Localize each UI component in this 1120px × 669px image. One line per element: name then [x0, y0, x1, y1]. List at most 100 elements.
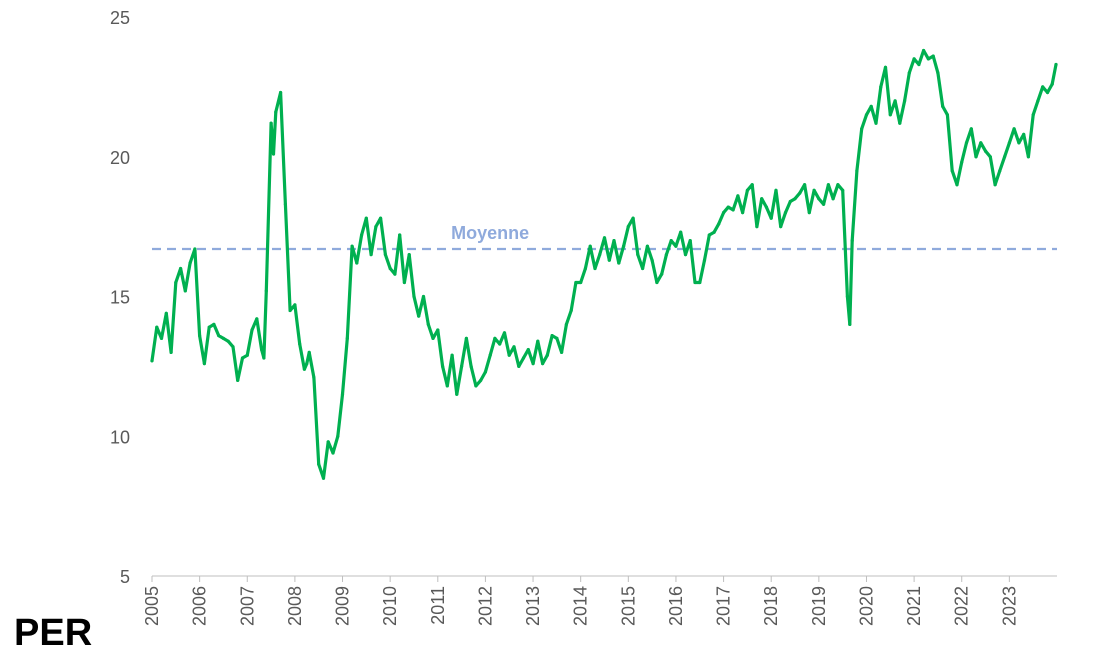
per-data-point	[441, 364, 445, 368]
x-tick-label: 2008	[285, 586, 305, 626]
y-tick-label: 15	[110, 288, 130, 308]
per-data-point	[612, 239, 616, 243]
per-data-point	[293, 303, 297, 307]
per-data-point	[760, 197, 764, 201]
per-data-point	[1017, 141, 1021, 145]
per-data-point	[479, 378, 483, 382]
per-data-point	[262, 356, 266, 360]
per-data-point	[417, 314, 421, 318]
per-data-point	[569, 308, 573, 313]
per-data-point	[841, 188, 845, 192]
per-data-point	[279, 90, 283, 95]
per-data-point	[955, 183, 959, 187]
per-data-point	[526, 348, 530, 352]
per-data-point	[271, 152, 276, 156]
per-data-point	[860, 127, 864, 131]
per-data-point	[402, 280, 406, 285]
per-data-point	[831, 197, 835, 201]
per-data-point	[926, 57, 931, 61]
per-data-point	[788, 199, 792, 204]
per-data-point	[731, 208, 735, 212]
per-data-point	[436, 328, 440, 332]
x-tick-label: 2016	[666, 586, 686, 626]
per-data-point	[421, 294, 426, 299]
per-data-point	[483, 370, 487, 374]
per-data-point	[864, 113, 869, 117]
per-data-point	[474, 384, 478, 388]
per-data-point	[317, 462, 321, 466]
per-data-point	[340, 392, 345, 396]
per-data-point	[883, 65, 888, 69]
per-data-point	[664, 253, 669, 257]
x-tick-label: 2006	[190, 586, 210, 626]
per-data-point	[193, 247, 197, 251]
per-data-point	[305, 362, 309, 366]
x-tick-label: 2019	[809, 586, 829, 626]
per-data-point	[722, 211, 726, 215]
per-data-point	[855, 169, 859, 173]
per-data-point	[707, 233, 711, 237]
per-data-point	[493, 336, 497, 340]
per-data-point	[693, 280, 697, 285]
x-tick-label: 2022	[952, 586, 972, 626]
per-data-point	[321, 476, 326, 480]
per-data-point	[655, 280, 659, 285]
per-data-point	[645, 244, 650, 248]
x-tick-label: 2014	[571, 586, 591, 626]
per-data-point	[1036, 99, 1040, 103]
y-tick-label: 25	[110, 8, 130, 28]
y-tick-label: 5	[120, 567, 130, 587]
per-data-point	[936, 71, 940, 75]
per-data-point	[848, 322, 852, 326]
per-data-point	[460, 364, 464, 368]
per-data-point	[779, 225, 783, 229]
per-data-point	[502, 331, 507, 335]
per-data-point	[907, 71, 911, 75]
per-data-point	[755, 225, 759, 229]
per-data-point	[212, 322, 216, 326]
per-data-point	[945, 113, 950, 117]
per-data-point	[1045, 90, 1050, 95]
per-data-point	[164, 311, 168, 315]
per-data-point	[1012, 127, 1016, 131]
per-data-point	[960, 160, 964, 164]
per-data-point	[198, 334, 202, 338]
per-data-point	[602, 236, 607, 240]
per-data-point	[550, 334, 554, 338]
per-series-points	[150, 48, 1058, 480]
x-tick-label: 2005	[142, 586, 162, 626]
per-data-point	[298, 342, 302, 346]
per-data-point	[822, 202, 826, 206]
per-data-point	[650, 258, 654, 262]
per-data-point	[326, 440, 330, 444]
per-data-point	[888, 113, 892, 117]
per-data-point	[536, 339, 540, 343]
per-data-point	[250, 328, 254, 332]
per-data-point	[683, 253, 688, 257]
per-data-point	[183, 289, 187, 293]
per-data-point	[521, 356, 526, 360]
per-data-point	[355, 261, 359, 265]
per-data-point	[388, 266, 392, 271]
per-data-point	[374, 225, 378, 229]
per-data-point	[564, 322, 569, 326]
per-series-line	[150, 48, 1058, 480]
per-data-point	[974, 155, 978, 159]
per-data-point	[512, 345, 516, 349]
per-data-point	[431, 336, 435, 340]
per-data-point	[217, 334, 221, 338]
per-data-point	[226, 339, 230, 343]
x-tick-label: 2012	[475, 586, 495, 626]
per-data-point	[598, 253, 602, 257]
per-data-point	[874, 121, 878, 125]
per-data-point	[717, 222, 721, 226]
x-tick-label: 2011	[428, 586, 448, 625]
per-data-point	[979, 141, 983, 145]
per-data-point	[660, 272, 664, 276]
per-data-point	[264, 289, 268, 293]
per-data-point	[407, 253, 411, 257]
per-data-point	[617, 261, 621, 265]
per-data-point	[150, 359, 154, 363]
per-data-point	[1031, 113, 1035, 117]
